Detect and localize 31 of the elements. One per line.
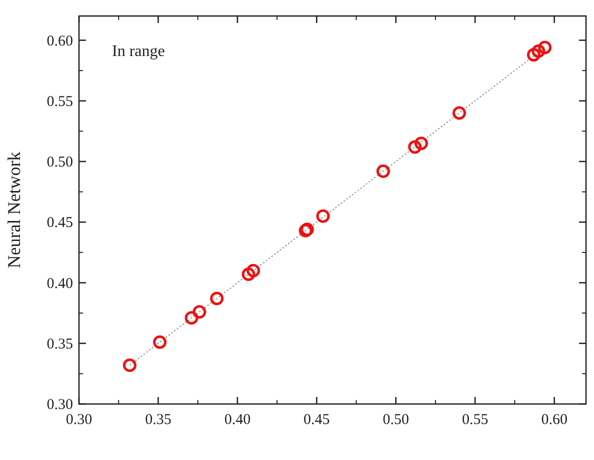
- x-tick-label: 0.55: [462, 412, 488, 428]
- annotation: In range: [112, 43, 165, 60]
- point: [532, 44, 546, 58]
- x-tick-label: 0.30: [66, 412, 92, 428]
- point: [526, 48, 540, 62]
- x-tick-label: 0.35: [145, 412, 172, 428]
- point: [246, 264, 260, 278]
- y-tick-label: 0.30: [46, 397, 73, 413]
- point: [210, 292, 224, 306]
- point: [408, 140, 422, 154]
- y-tick-label: 0.55: [46, 94, 73, 110]
- y-axis-title: Neural Network: [4, 152, 24, 268]
- point: [316, 209, 330, 223]
- y-tick-label: 0.35: [46, 336, 73, 352]
- point: [192, 305, 206, 319]
- point: [414, 136, 428, 150]
- point: [452, 106, 466, 120]
- point: [242, 268, 256, 282]
- x-tick-label: 0.40: [224, 412, 251, 428]
- y-tick-label: 0.40: [46, 276, 73, 292]
- y-tick-label: 0.45: [46, 215, 73, 232]
- x-tick-label: 0.60: [541, 412, 568, 428]
- point: [184, 311, 198, 325]
- point: [538, 40, 552, 54]
- point: [153, 335, 167, 349]
- y-tick-label: 0.60: [46, 33, 73, 50]
- point: [376, 164, 390, 178]
- x-tick-label: 0.45: [304, 412, 330, 428]
- x-tick-label: 0.50: [382, 412, 409, 428]
- y-tick-label: 0.50: [46, 154, 73, 170]
- point: [122, 358, 136, 372]
